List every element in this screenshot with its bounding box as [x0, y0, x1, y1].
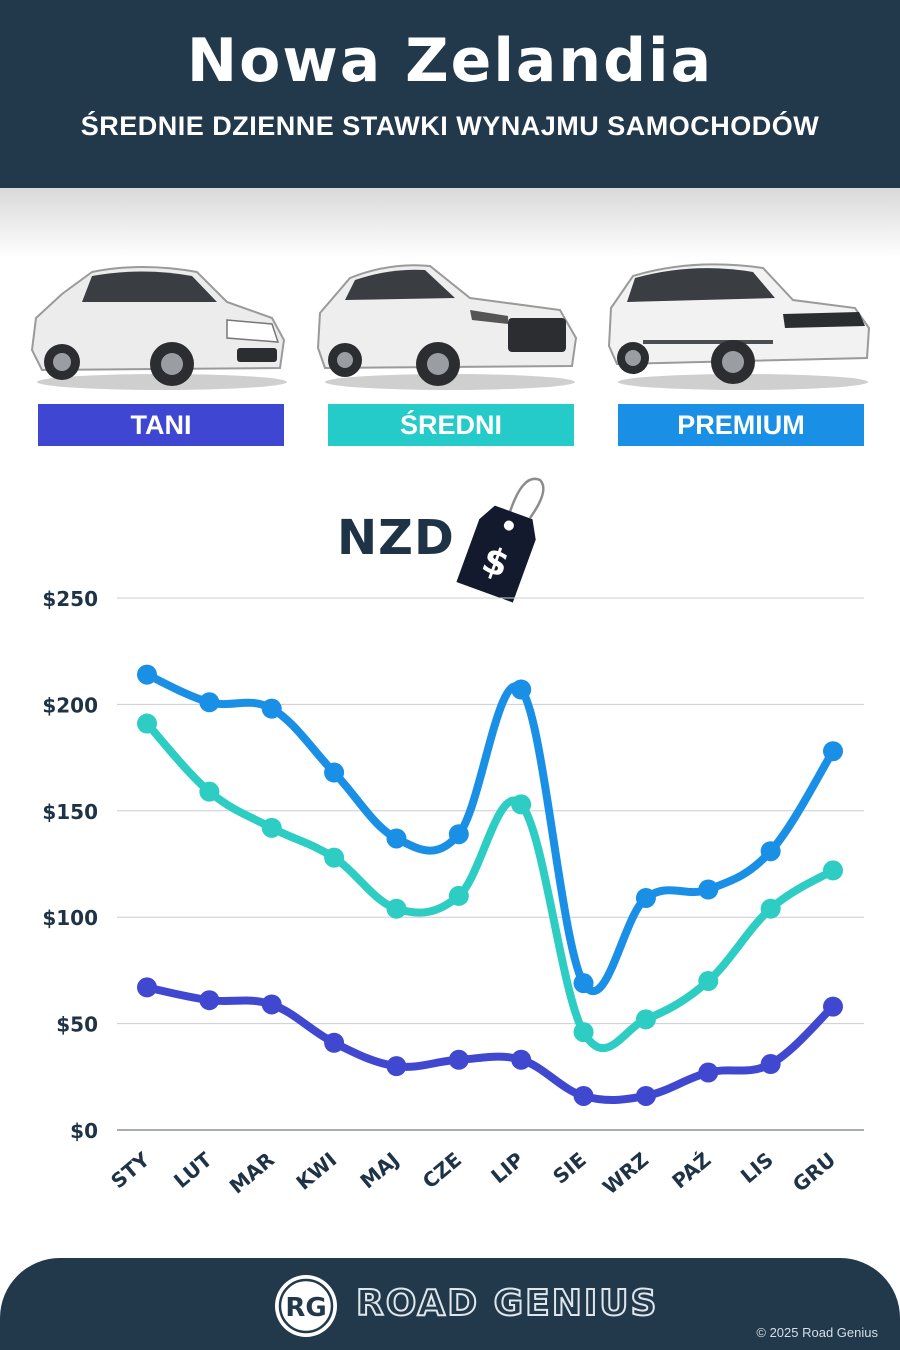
x-tick-label: GRU	[788, 1147, 840, 1196]
data-point	[698, 879, 719, 900]
data-point	[261, 698, 282, 719]
line-chart: $0 $50 $100 $150 $200 $250 STY LUT MAR KWI MAJ CZE L…	[42, 587, 864, 1199]
x-tick-label: SIE	[548, 1147, 591, 1188]
x-tick-label: LIP	[486, 1147, 528, 1188]
data-point	[199, 692, 220, 713]
suv-car-image	[316, 264, 578, 390]
series-line-2	[143, 983, 837, 1104]
data-point	[324, 762, 345, 783]
data-point	[511, 794, 532, 815]
data-point	[448, 1049, 469, 1070]
data-point	[137, 664, 157, 685]
y-tick-label: $50	[56, 1013, 98, 1037]
data-point	[386, 898, 407, 919]
data-point	[199, 781, 220, 802]
x-tick-label: STY	[106, 1147, 154, 1193]
data-point	[137, 713, 157, 734]
brand-name: ROAD GENIUS	[355, 1282, 659, 1325]
category-badge-sredni: ŚREDNI	[328, 404, 574, 446]
data-point	[386, 1056, 407, 1077]
y-tick-label: $200	[42, 693, 98, 717]
data-point	[324, 847, 345, 868]
data-point	[635, 888, 656, 909]
x-tick-label: PAŹ	[667, 1147, 715, 1193]
data-point	[261, 994, 282, 1015]
header-shadow	[0, 188, 900, 258]
data-point	[448, 885, 469, 906]
x-tick-label: LUT	[169, 1147, 217, 1193]
data-point	[324, 1032, 345, 1053]
data-point	[573, 1085, 594, 1106]
category-badge-premium: PREMIUM	[618, 404, 864, 446]
data-point	[760, 1054, 781, 1075]
data-point	[511, 679, 532, 700]
x-tick-label: KWI	[291, 1147, 341, 1194]
data-point	[261, 817, 282, 838]
data-point	[137, 977, 157, 998]
copyright-text: © 2025 Road Genius	[756, 1325, 878, 1340]
logo-text: RG	[285, 1293, 326, 1323]
x-tick-label: LIS	[736, 1147, 778, 1188]
data-point	[823, 996, 843, 1017]
category-badge-tani: TANI	[38, 404, 284, 446]
header-banner: Nowa Zelandia ŚREDNIE DZIENNE STAWKI WYN…	[0, 0, 900, 188]
data-point	[635, 1085, 656, 1106]
data-point	[573, 973, 594, 994]
data-point	[635, 1009, 656, 1030]
data-point	[448, 824, 469, 845]
y-tick-label: $100	[42, 906, 98, 930]
y-tick-label: $150	[42, 800, 98, 824]
data-point	[823, 860, 843, 881]
data-point	[573, 1022, 594, 1043]
data-point	[760, 841, 781, 862]
data-point	[823, 741, 843, 762]
price-tag-icon: $	[456, 477, 545, 603]
page-title: Nowa Zelandia	[186, 26, 714, 96]
data-point	[698, 1062, 719, 1083]
x-tick-label: CZE	[418, 1147, 466, 1193]
x-tick-label: MAJ	[355, 1147, 403, 1193]
data-point	[511, 1049, 532, 1070]
data-point	[386, 828, 407, 849]
data-point	[698, 971, 719, 992]
y-tick-label: $0	[70, 1119, 98, 1143]
x-tick-label: MAR	[225, 1147, 279, 1198]
data-point	[199, 990, 220, 1011]
luxury-suv-car-image	[607, 263, 871, 390]
hatchback-car-image	[30, 266, 287, 390]
y-tick-label: $250	[42, 587, 98, 611]
road-genius-logo-icon: RG	[275, 1275, 337, 1337]
x-tick-label: WRZ	[598, 1147, 653, 1199]
data-point	[760, 898, 781, 919]
footer-banner	[0, 1258, 900, 1350]
currency-label: NZD	[337, 510, 455, 566]
page-subtitle: ŚREDNIE DZIENNE STAWKI WYNAJMU SAMOCHODÓ…	[80, 111, 820, 141]
